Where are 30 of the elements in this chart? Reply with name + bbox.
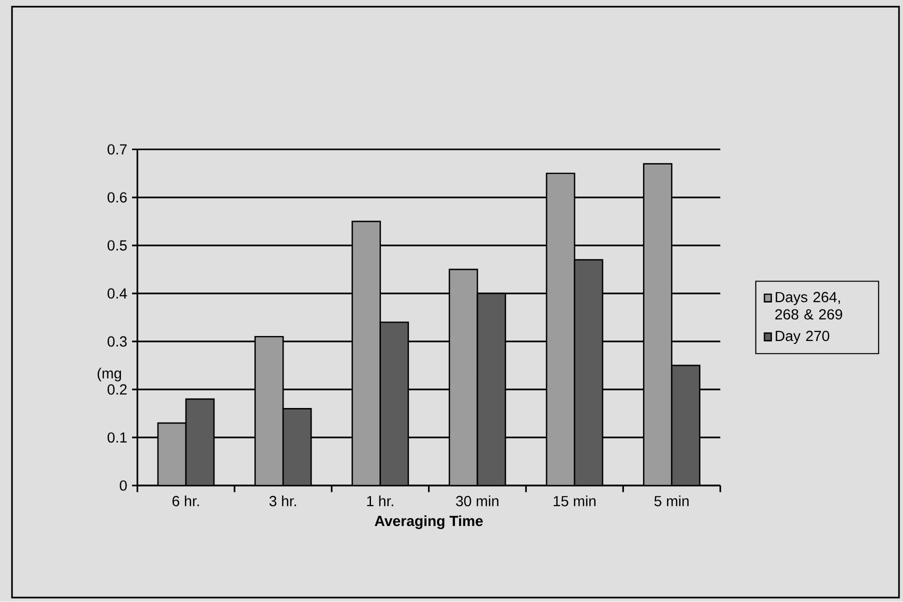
bar <box>282 408 312 486</box>
x-tick-label: 5 min <box>654 496 689 506</box>
y-tick-label: 0.5 <box>108 240 127 251</box>
y-tick-label: 0.7 <box>108 144 127 155</box>
y-tick-label: 0.4 <box>108 288 127 299</box>
bar <box>643 163 672 486</box>
bar <box>254 336 284 486</box>
y-tick-label: 0.3 <box>108 336 127 347</box>
bar <box>671 365 700 486</box>
bar <box>352 220 381 486</box>
bar <box>185 398 215 486</box>
legend-label: Days 264, 268 & 269 <box>775 292 842 320</box>
x-tick-label: 6 hr. <box>172 496 199 506</box>
bar <box>476 292 506 486</box>
bar <box>157 422 187 486</box>
bar <box>574 259 604 486</box>
x-tick-label: 1 hr. <box>367 496 394 506</box>
bar <box>546 172 576 486</box>
y-axis-title: (mg <box>98 368 121 382</box>
y-tick-label: 0 <box>120 480 127 491</box>
y-tick-label: 0.1 <box>108 432 127 443</box>
x-axis-title: Averaging Time <box>374 516 483 530</box>
bar <box>448 268 478 486</box>
y-tick-label: 0.6 <box>108 192 127 203</box>
legend-label: Day 270 <box>776 331 830 344</box>
x-tick-label: 15 min <box>554 496 596 506</box>
x-tick-label: 3 hr. <box>269 496 296 506</box>
bar <box>380 322 409 486</box>
x-tick-label: 30 min <box>456 496 498 506</box>
y-tick-label: 0.2 <box>108 384 127 395</box>
